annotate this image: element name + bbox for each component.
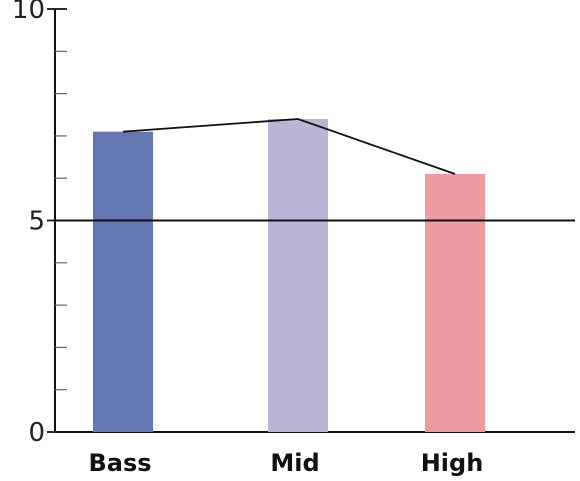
bar-high [425,173,485,432]
x-tick-label: Bass [88,449,151,477]
bar-bass [93,131,153,433]
y-tick-label: 0 [28,418,45,448]
labels: 0 5 10 Bass Mid High [12,0,483,477]
y-tick-label: 10 [12,0,45,25]
x-tick-label: Mid [270,449,319,477]
x-tick-label: High [421,449,484,477]
y-tick-label: 5 [28,207,45,237]
trend-line-overlay [55,118,575,222]
bar-mid [268,118,328,432]
trend-line [122,118,456,175]
bars [93,118,485,433]
